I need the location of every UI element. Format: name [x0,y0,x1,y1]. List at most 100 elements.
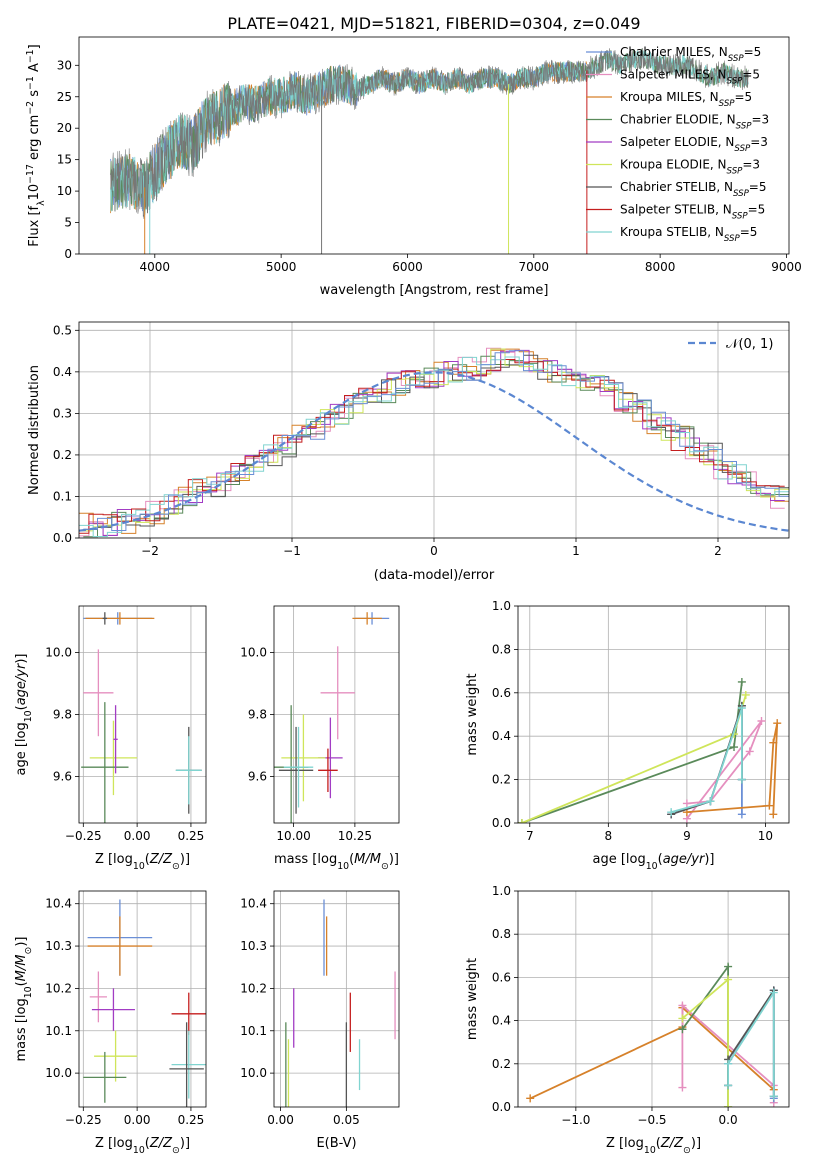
plot-area [518,891,789,1107]
y-tick-label: 10.4 [45,897,72,911]
y-tick-label: 1.0 [492,884,511,898]
weight-line [670,707,743,813]
y-tick-label: 0 [64,247,72,261]
legend-entry: Salpeter STELIB, NSSP=5 [620,203,765,222]
y-tick-label: 5 [64,216,72,230]
histogram-step [79,348,789,532]
y-tick-label: 9.8 [53,708,72,722]
weight-marker [737,775,746,784]
x-tick-label: 9000 [771,260,802,274]
x-tick-label: 8 [605,829,613,843]
y-tick-label: 0.4 [492,1014,511,1028]
weight-marker [518,819,526,823]
x-tick-label: 4000 [140,260,171,274]
axes-frame [78,890,207,1108]
x-axis-label: E(B-V) [316,1136,356,1151]
plot-area [110,47,749,254]
y-tick-label: 10.2 [240,981,267,995]
weight-marker [737,677,746,686]
y-tick-label: 0.0 [53,531,72,545]
plot-area [518,606,789,823]
legend-entry: Chabrier STELIB, NSSP=5 [620,180,767,199]
y-tick-label: 0.2 [492,1057,511,1071]
plot-area [274,606,399,823]
x-tick-label: 10.25 [338,829,372,843]
x-tick-label: 0.00 [267,1113,294,1127]
axes-frame [78,605,207,824]
x-tick-label: −1.0 [561,1113,590,1127]
spectrum-data-line [110,47,749,219]
y-tick-label: 10.3 [240,939,267,953]
panel-mass-vs-EBV: 0.00 0.05 10.0 10.1 10.2 10.3 10.4 E(B-V) [240,890,400,1151]
y-axis-label: Flux [fλ10−17 erg cm−2 s−1 A−1] [25,44,47,246]
panel-mass-weight-vs-Z: −1.0 −0.5 0.0 0.0 0.2 0.4 0.6 0.8 1.0 Z [log10(Z/… [465,884,790,1156]
x-tick-label: −0.25 [65,1113,102,1127]
y-tick-label: 10.2 [45,981,72,995]
panel-spectrum: 4000 5000 6000 7000 8000 9000 0 5 10 15 20 25 30 wave… [25,36,802,298]
weight-marker [724,962,733,971]
weight-marker [757,717,766,726]
histogram-step [79,359,785,534]
x-tick-label: 1 [572,544,580,558]
weight-marker [682,799,691,808]
panel-residuals: −2 −1 0 1 2 0.0 0.1 0.2 0.3 0.4 0.5 (data-model)/er… [27,321,790,583]
axes-frame [273,605,400,824]
y-axis-label: age [log10(age/yr)] [14,653,34,775]
legend-entry: Salpeter ELODIE, NSSP=3 [620,135,768,154]
y-tick-label: 10.0 [45,1066,72,1080]
weight-marker [741,690,750,699]
legend-entry: Kroupa ELODIE, NSSP=3 [620,158,760,177]
weight-marker [745,747,754,756]
weight-marker [765,801,774,810]
weight-marker [724,1103,733,1107]
x-tick-label: 0 [430,544,438,558]
legend-entry: Salpeter MILES, NSSP=5 [620,68,760,87]
weight-marker [724,1081,733,1090]
x-tick-label: −1 [283,544,301,558]
axes-frame [517,890,790,1108]
weight-line [727,987,775,1099]
y-axis-label: mass weight [465,673,480,755]
weight-marker [678,1001,687,1010]
x-tick-label: 5000 [266,260,297,274]
y-tick-label: 10.0 [240,646,267,660]
y-tick-label: 0.0 [492,816,511,830]
histogram-step [83,350,789,531]
panel-mass-weight-vs-age: 7 8 9 10 0.0 0.2 0.4 0.6 0.8 1.0 age [log10(age/yr… [465,599,790,872]
x-tick-label: −2 [141,544,159,558]
x-tick-label: 10 [758,829,773,843]
weight-marker [706,797,715,806]
y-tick-label: 1.0 [492,599,511,613]
y-tick-label: 0.8 [492,642,511,656]
plot-area [79,891,206,1107]
x-tick-label: 0.00 [124,829,151,843]
legend-entry: 𝒩(0, 1) [726,337,773,352]
x-axis-label: Z [log10(Z/Z⊙)] [95,1136,190,1156]
y-tick-label: 9.6 [248,770,267,784]
x-axis-label: (data-model)/error [374,568,495,583]
weight-marker [678,1025,687,1034]
weight-marker [773,719,782,728]
x-tick-label: 0.05 [333,1113,360,1127]
weight-marker [769,810,778,819]
x-tick-label: 9 [683,829,691,843]
weight-marker [678,1014,687,1023]
y-tick-label: 0.4 [53,365,72,379]
y-tick-label: 0.2 [53,448,72,462]
x-axis-label: wavelength [Angstrom, rest frame] [320,283,549,298]
axes-frame [517,605,790,824]
y-axis-label: mass [log10(M/M⊙)] [14,937,34,1062]
weight-marker [730,743,739,752]
x-tick-label: −0.5 [637,1113,666,1127]
weight-line [727,989,775,1097]
x-tick-label: 8000 [645,260,676,274]
plot-area [79,606,206,823]
weight-marker [737,810,746,819]
panel-age-vs-Z: −0.25 0.00 0.25 9.6 9.8 10.0 Z [log10(Z/Z⊙)] ag… [14,605,207,872]
legend-entry: Chabrier ELODIE, NSSP=3 [620,113,769,132]
x-tick-label: 7000 [519,260,550,274]
figure-title: PLATE=0421, MJD=51821, FIBERID=0304, z=0… [227,14,640,33]
x-axis-label: Z [log10(Z/Z⊙)] [606,1136,701,1156]
y-axis-label: mass weight [465,958,480,1040]
